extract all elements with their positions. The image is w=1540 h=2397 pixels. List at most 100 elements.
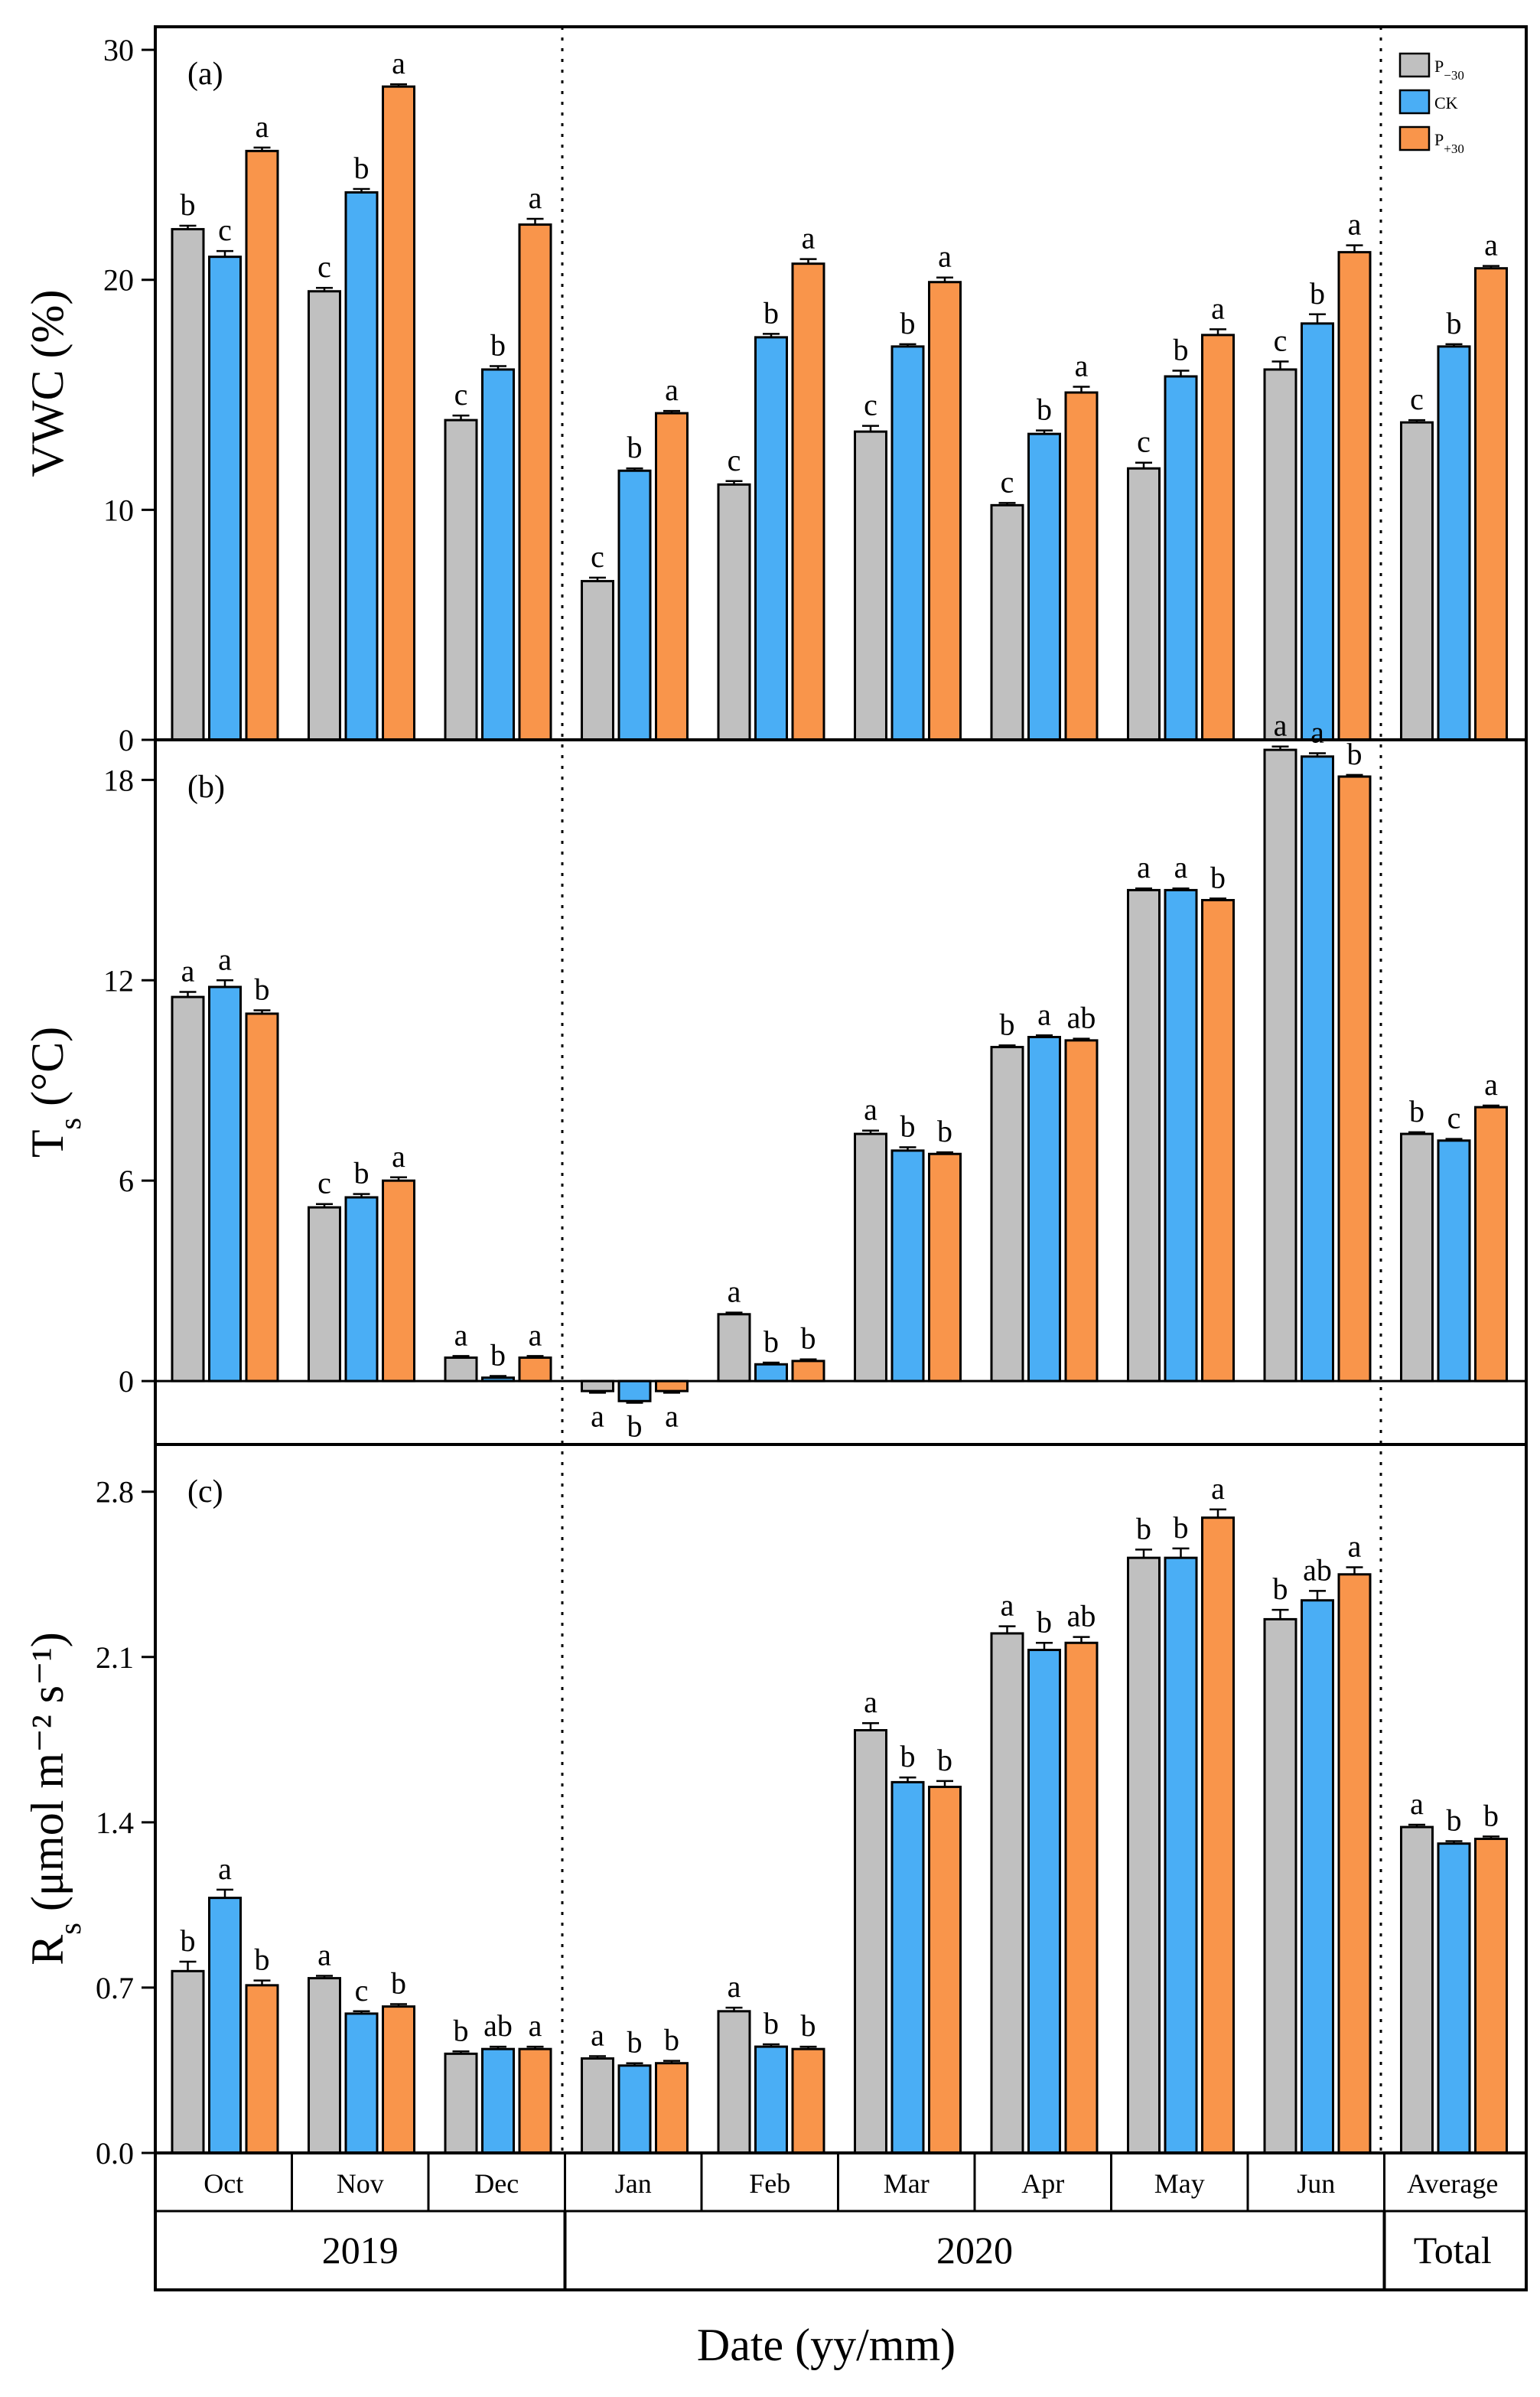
bar-b-average-2 <box>1474 1106 1508 1383</box>
bar-a-apr-2 <box>1064 391 1099 741</box>
bar-a-nov-1 <box>344 191 379 741</box>
y-tick-label: 18 <box>103 763 134 797</box>
bar-a-feb-2 <box>791 262 825 741</box>
legend-swatch <box>1398 89 1431 115</box>
significance-letter: a <box>864 1685 877 1719</box>
bar-c-jan-1 <box>617 2064 652 2154</box>
significance-letter: a <box>665 373 679 407</box>
bar-a-dec-1 <box>481 368 515 741</box>
legend-swatch <box>1398 52 1431 78</box>
bar-c-jan-0 <box>581 2057 614 2154</box>
y-tick-label: 2.8 <box>96 1475 134 1510</box>
bar-c-average-1 <box>1437 1842 1471 2154</box>
y-tick-label: 1.4 <box>96 1806 134 1840</box>
y-tick-label: 30 <box>103 33 134 67</box>
x-tick-label: Jun <box>1297 2168 1335 2199</box>
significance-letter: b <box>1409 1094 1424 1128</box>
significance-letter: c <box>1410 382 1424 416</box>
bar-a-feb-1 <box>754 336 788 741</box>
significance-letter: c <box>1001 464 1014 499</box>
significance-letter: b <box>181 1923 196 1958</box>
bar-b-jan-0 <box>581 1379 614 1392</box>
bar-a-average-2 <box>1474 267 1508 741</box>
panel-label: (b) <box>187 770 225 805</box>
significance-letter: b <box>454 2013 469 2047</box>
significance-letter: a <box>317 1938 331 1972</box>
y-tick-label: 10 <box>103 493 134 527</box>
bar-b-jan-2 <box>655 1379 689 1392</box>
significance-letter: a <box>181 954 195 988</box>
year-label: 2020 <box>936 2229 1013 2272</box>
x-axis-label: Date (yy/mm) <box>697 2320 956 2370</box>
significance-letter: b <box>1136 1511 1151 1545</box>
significance-letter: a <box>1075 349 1089 383</box>
significance-letter: b <box>801 2008 816 2043</box>
significance-letter: c <box>317 249 331 284</box>
bar-a-may-1 <box>1164 375 1198 741</box>
significance-letter: b <box>937 1114 952 1148</box>
significance-letter: a <box>1348 207 1362 242</box>
bar-a-nov-0 <box>308 290 341 741</box>
bar-c-oct-1 <box>208 1897 242 2154</box>
bar-c-jun-1 <box>1301 1599 1334 2154</box>
significance-letter: b <box>627 1409 643 1443</box>
x-tick-label: Oct <box>203 2168 243 2199</box>
significance-letter: a <box>392 1139 405 1174</box>
x-tick-label: Apr <box>1021 2168 1064 2199</box>
bar-b-mar-2 <box>928 1152 962 1383</box>
bar-c-jan-2 <box>655 2062 689 2154</box>
significance-letter: b <box>1310 276 1325 311</box>
bar-a-apr-0 <box>990 503 1024 741</box>
x-axis-table <box>154 2151 1528 2291</box>
year-label: 2019 <box>322 2229 399 2272</box>
bar-b-average-0 <box>1400 1132 1434 1383</box>
significance-letter: b <box>1037 392 1052 427</box>
x-tick-label: Nov <box>337 2168 384 2199</box>
significance-letter: c <box>1274 323 1288 357</box>
significance-letter: a <box>1001 1588 1014 1623</box>
y-tick-label: 0 <box>119 1364 134 1399</box>
significance-letter: a <box>728 1275 741 1309</box>
bar-b-nov-1 <box>344 1196 379 1383</box>
bar-a-oct-2 <box>245 149 279 741</box>
bar-b-dec-2 <box>518 1356 552 1383</box>
panel-label: (c) <box>187 1474 223 1510</box>
significance-letter: c <box>218 213 232 247</box>
significance-letter: a <box>529 1317 542 1352</box>
y-axis-label: Ts (°C) <box>22 1027 87 1158</box>
significance-letter: a <box>1484 1067 1498 1102</box>
significance-letter: a <box>1211 1471 1225 1506</box>
significance-letter: b <box>1447 1803 1462 1838</box>
legend-swatch <box>1398 125 1431 151</box>
bar-b-apr-1 <box>1027 1035 1061 1383</box>
significance-letter: a <box>1274 708 1288 743</box>
significance-letter: a <box>529 181 542 215</box>
bar-c-apr-0 <box>990 1632 1024 2154</box>
significance-letter: a <box>864 1093 877 1127</box>
significance-letter: a <box>591 1399 604 1433</box>
significance-letter: c <box>317 1166 331 1200</box>
bar-a-oct-1 <box>208 256 242 741</box>
bar-b-oct-0 <box>171 995 205 1383</box>
significance-letter: b <box>1447 306 1462 340</box>
bar-b-feb-0 <box>717 1313 751 1383</box>
panel-b: acaaaabaababbbbbaaacbaaabbabbba061218Ts … <box>22 708 1528 1446</box>
bar-c-nov-1 <box>344 2012 379 2154</box>
significance-letter: b <box>937 1743 952 1777</box>
legend: P−30 CK P+30 <box>1398 52 1464 156</box>
bar-b-mar-1 <box>890 1149 925 1383</box>
x-tick-label: May <box>1154 2168 1205 2199</box>
bar-c-may-0 <box>1127 1556 1161 2154</box>
significance-letter: a <box>256 109 269 144</box>
y-tick-label: 0 <box>119 723 134 757</box>
x-tick-label: Dec <box>474 2168 519 2199</box>
significance-letter: b <box>763 1324 779 1359</box>
bar-b-jun-1 <box>1301 755 1334 1383</box>
x-tick-label: Jan <box>615 2168 652 2199</box>
significance-letter: b <box>763 295 779 330</box>
bar-b-mar-0 <box>854 1132 887 1383</box>
bar-c-jun-0 <box>1263 1617 1297 2154</box>
